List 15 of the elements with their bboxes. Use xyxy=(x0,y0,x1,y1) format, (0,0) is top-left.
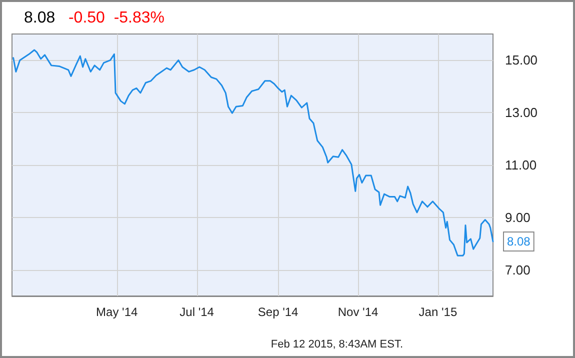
x-tick-label: Nov '14 xyxy=(338,305,378,319)
text: Feb 12 2015, 8:43AM EST. xyxy=(270,338,404,350)
chart-subtitle: -0.50 -5.83% xyxy=(68,10,165,26)
y-tick-label: 9.00 xyxy=(505,210,530,225)
x-tick-label: May '14 xyxy=(96,305,138,319)
x-tick-label: Sep '14 xyxy=(258,305,299,319)
y-tick-label: 13.00 xyxy=(505,105,538,120)
chart-title: 8.08 xyxy=(24,10,68,26)
line-series xyxy=(12,49,494,256)
y-tick-label: 7.00 xyxy=(505,262,530,278)
annotation: 8.08 xyxy=(507,234,531,249)
x-tick-label: Jul '14 xyxy=(180,305,214,319)
y-tick-label: 15.00 xyxy=(505,52,538,68)
y-tick-label: 11.00 xyxy=(505,158,537,172)
x-tick-label: Jan '15 xyxy=(418,305,458,319)
